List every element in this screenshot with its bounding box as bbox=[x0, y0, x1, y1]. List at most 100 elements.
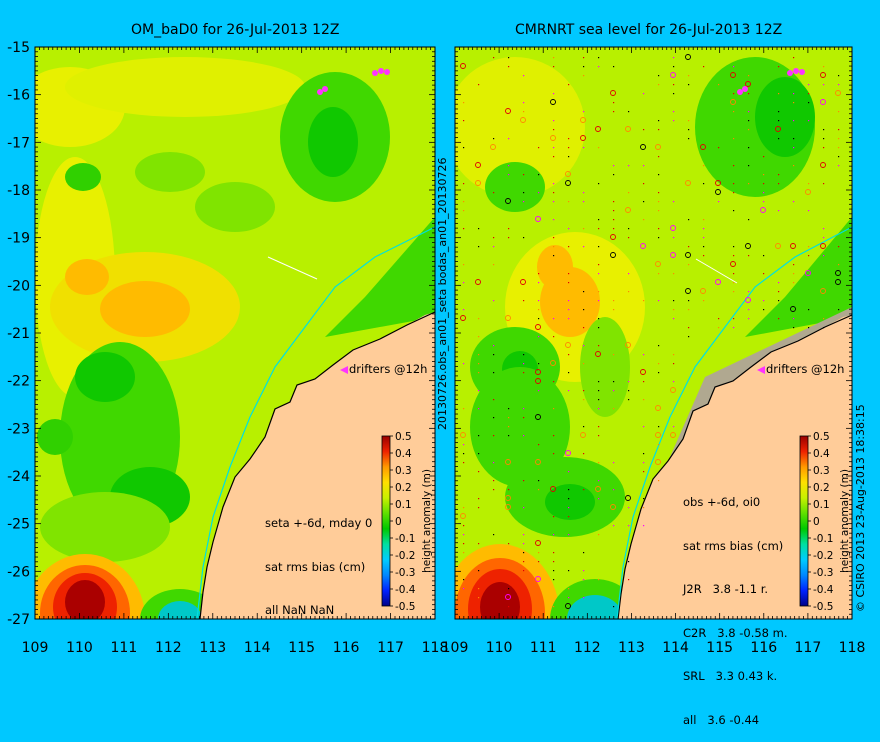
observation-marker bbox=[463, 282, 465, 284]
observation-marker bbox=[538, 282, 540, 284]
observation-marker bbox=[553, 57, 555, 59]
observation-marker bbox=[808, 93, 810, 95]
observation-marker bbox=[643, 354, 645, 356]
observation-marker bbox=[583, 246, 585, 248]
left-chart-title: OM_baD0 for 26-Jul-2013 12Z bbox=[131, 22, 340, 38]
observation-marker bbox=[673, 66, 675, 68]
observation-marker bbox=[793, 201, 795, 203]
observation-marker bbox=[550, 135, 556, 141]
observation-marker bbox=[523, 354, 525, 356]
observation-marker bbox=[760, 207, 766, 213]
observation-marker bbox=[583, 489, 585, 491]
observation-marker bbox=[685, 252, 691, 258]
observation-marker bbox=[568, 498, 570, 500]
observation-marker bbox=[685, 180, 691, 186]
observation-marker bbox=[523, 480, 525, 482]
observation-marker bbox=[625, 495, 631, 501]
observation-marker bbox=[553, 336, 555, 338]
observation-marker bbox=[688, 138, 690, 140]
observation-marker bbox=[793, 264, 795, 266]
observation-marker bbox=[628, 525, 630, 527]
observation-marker bbox=[493, 399, 495, 401]
colorbar-tick-label: 0.1 bbox=[813, 499, 830, 511]
observation-marker bbox=[670, 387, 676, 393]
observation-marker bbox=[538, 552, 540, 554]
observation-marker bbox=[538, 336, 540, 338]
right-drifters-label: drifters @12h bbox=[766, 362, 845, 376]
observation-marker bbox=[778, 183, 780, 185]
observation-marker bbox=[508, 489, 510, 491]
observation-marker bbox=[658, 300, 660, 302]
observation-marker bbox=[658, 363, 660, 365]
middle-side-label: 20130726.obs_an01_seta bodas_an01_201307… bbox=[436, 157, 449, 430]
observation-marker bbox=[643, 381, 645, 383]
observation-marker bbox=[673, 93, 675, 95]
observation-marker bbox=[613, 219, 615, 221]
observation-marker bbox=[583, 228, 585, 230]
observation-marker bbox=[748, 75, 750, 77]
observation-marker bbox=[628, 165, 630, 167]
observation-marker bbox=[625, 126, 631, 132]
observation-marker bbox=[748, 165, 750, 167]
x-tick-label: 110 bbox=[486, 640, 513, 656]
observation-marker bbox=[613, 408, 615, 410]
observation-marker bbox=[808, 120, 810, 122]
observation-marker bbox=[538, 390, 540, 392]
observation-marker bbox=[493, 462, 495, 464]
observation-marker bbox=[583, 453, 585, 455]
observation-marker bbox=[595, 351, 601, 357]
observation-marker bbox=[808, 309, 810, 311]
observation-marker bbox=[658, 228, 660, 230]
observation-marker bbox=[625, 207, 631, 213]
observation-marker bbox=[535, 369, 541, 375]
observation-marker bbox=[835, 90, 841, 96]
left-info-block: seta +-6d, mday 0 sat rms bias (cm) all … bbox=[265, 487, 372, 632]
x-tick-label: 116 bbox=[750, 640, 777, 656]
observation-marker bbox=[733, 111, 735, 113]
observation-marker bbox=[523, 192, 525, 194]
observation-marker bbox=[643, 219, 645, 221]
x-tick-label: 111 bbox=[530, 640, 557, 656]
colorbar-tick-label: -0.2 bbox=[813, 550, 834, 562]
observation-marker bbox=[700, 144, 706, 150]
colorbar-label: height anomaly (m) bbox=[839, 469, 851, 573]
observation-marker bbox=[688, 264, 690, 266]
observation-marker bbox=[823, 327, 825, 329]
observation-marker bbox=[613, 489, 615, 491]
observation-marker bbox=[553, 147, 555, 149]
observation-marker bbox=[598, 426, 600, 428]
observation-marker bbox=[790, 243, 796, 249]
observation-marker bbox=[478, 543, 480, 545]
observation-marker bbox=[598, 183, 600, 185]
observation-marker bbox=[658, 84, 660, 86]
observation-marker bbox=[523, 75, 525, 77]
observation-marker bbox=[493, 246, 495, 248]
observation-marker bbox=[475, 162, 481, 168]
observation-marker bbox=[748, 93, 750, 95]
observation-marker bbox=[598, 480, 600, 482]
observation-marker bbox=[565, 180, 571, 186]
observation-marker bbox=[598, 579, 600, 581]
observation-marker bbox=[568, 534, 570, 536]
observation-marker bbox=[568, 588, 570, 590]
colorbar-tick-label: -0.3 bbox=[813, 567, 834, 579]
colorbar-tick-label: 0.5 bbox=[813, 431, 830, 443]
observation-marker bbox=[658, 444, 660, 446]
observation-marker bbox=[463, 183, 465, 185]
observation-marker bbox=[643, 507, 645, 509]
observation-marker bbox=[823, 84, 825, 86]
observation-marker bbox=[613, 111, 615, 113]
observation-marker bbox=[538, 480, 540, 482]
observation-marker bbox=[538, 192, 540, 194]
observation-marker bbox=[658, 372, 660, 374]
observation-marker bbox=[508, 543, 510, 545]
observation-marker bbox=[598, 435, 600, 437]
y-tick-label: -21 bbox=[7, 326, 30, 342]
observation-marker bbox=[613, 462, 615, 464]
observation-marker bbox=[643, 462, 645, 464]
observation-marker bbox=[673, 318, 675, 320]
observation-marker bbox=[523, 561, 525, 563]
observation-marker bbox=[640, 369, 646, 375]
observation-marker bbox=[733, 210, 735, 212]
observation-marker bbox=[598, 345, 600, 347]
